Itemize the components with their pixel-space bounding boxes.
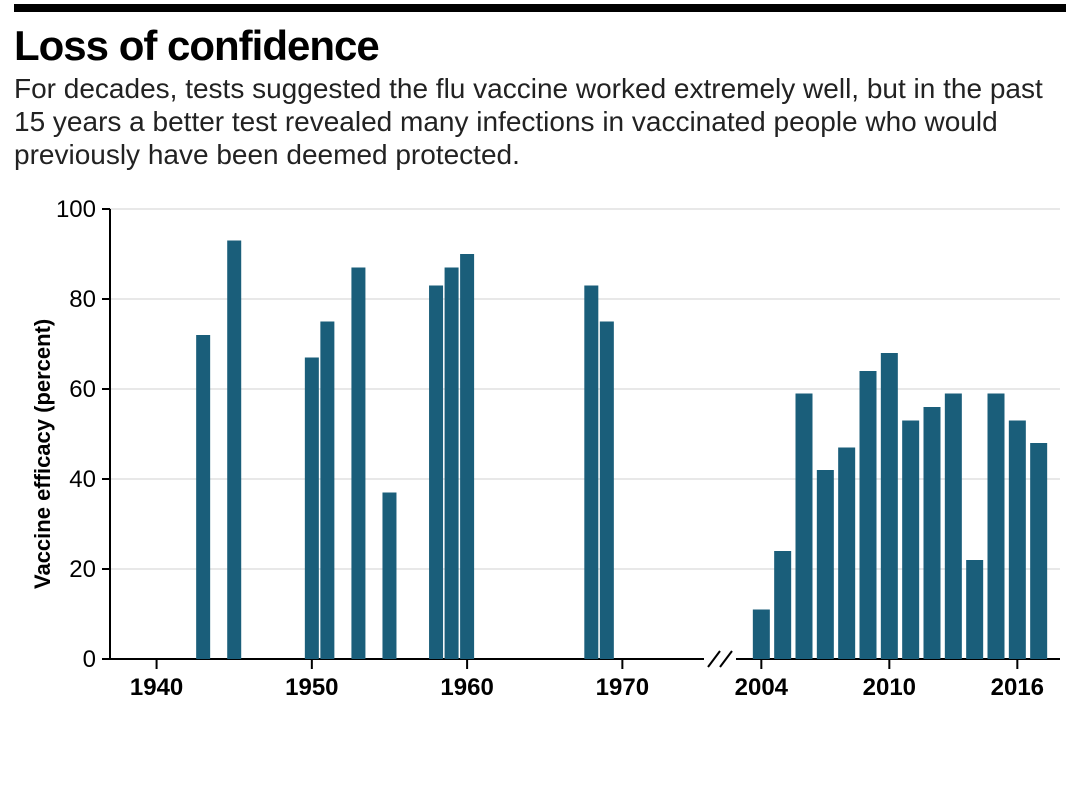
bar [382,493,396,660]
y-tick-label: 60 [69,376,96,403]
bar [817,470,834,659]
bar [924,407,941,659]
bar [1030,443,1047,659]
bar [988,394,1005,660]
y-tick-label: 80 [69,286,96,313]
x-tick-label: 2016 [991,674,1044,701]
bar [584,286,598,660]
bar [860,371,877,659]
chart-container: Vaccine efficacy (percent) 0 20 40 60 80 100 1… [0,189,1080,709]
bar [351,268,365,660]
x-tick-label: 2004 [735,674,789,701]
bar [753,610,770,660]
bar [227,241,241,660]
x-tick-label: 2010 [863,674,916,701]
bar [305,358,319,660]
bar [445,268,459,660]
axis-break-mask [704,653,736,665]
bar [945,394,962,660]
bar [320,322,334,660]
bar [902,421,919,660]
bar [600,322,614,660]
x-tick-label: 1960 [440,674,493,701]
bar [838,448,855,660]
x-tick-label: 1950 [285,674,338,701]
bar [460,254,474,659]
chart-title: Loss of confidence [14,22,1066,70]
chart-subtitle: For decades, tests suggested the flu vac… [14,72,1066,171]
bar [796,394,813,660]
bar [1009,421,1026,660]
top-rule [14,4,1066,12]
bar [774,551,791,659]
bar [196,335,210,659]
bar [966,560,983,659]
y-tick-label: 40 [69,466,96,493]
y-tick-label: 100 [56,196,96,223]
x-tick-label: 1970 [596,674,649,701]
y-tick-label: 20 [69,556,96,583]
bar [881,353,898,659]
bar [429,286,443,660]
x-tick-label: 1940 [130,674,183,701]
efficacy-bar-chart: 0 20 40 60 80 100 1940 1950 1960 1970 2004 2010 2016 [0,189,1080,709]
y-tick-label: 0 [83,646,96,673]
y-axis-label: Vaccine efficacy (percent) [30,319,56,589]
